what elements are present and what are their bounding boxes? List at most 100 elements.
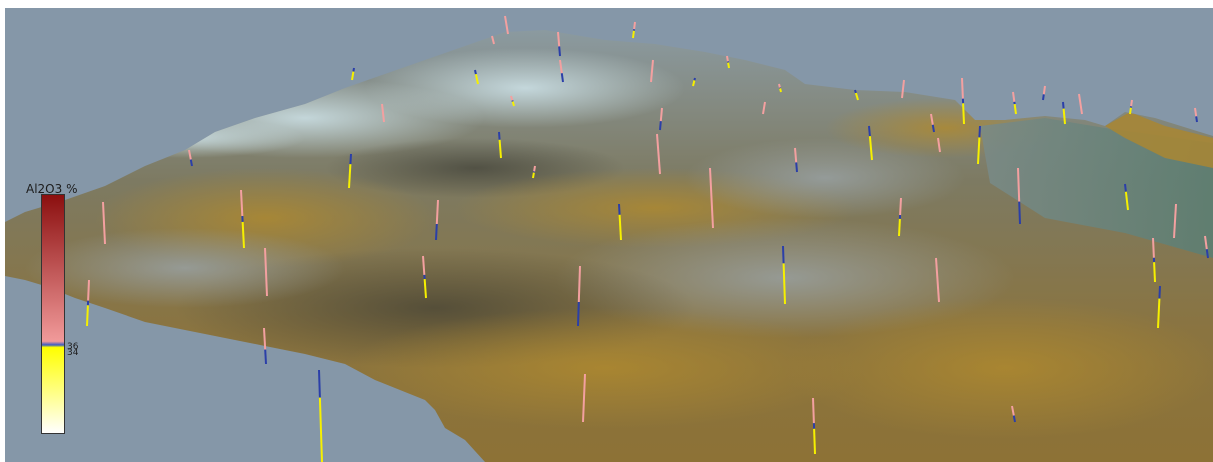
drillhole-segment xyxy=(1195,116,1198,123)
drillhole-marker xyxy=(559,59,564,83)
drillhole-segment xyxy=(1157,298,1161,329)
drillhole-segment xyxy=(533,165,536,172)
drillhole-marker xyxy=(1062,101,1066,125)
drillhole-marker xyxy=(778,83,782,93)
drillhole-segment xyxy=(1173,203,1177,239)
drillhole-marker xyxy=(618,203,622,241)
drillhole-segment xyxy=(1013,103,1017,115)
drillhole-marker xyxy=(422,255,427,299)
drillhole-marker xyxy=(381,103,385,123)
drillhole-segment xyxy=(899,197,902,216)
drillhole-marker xyxy=(498,131,502,159)
drillhole-segment xyxy=(782,263,786,305)
terrain-surface xyxy=(5,30,1213,462)
legend-tick-upper: 36 xyxy=(67,342,79,352)
drillhole-segment xyxy=(1124,183,1127,192)
drillhole-segment xyxy=(778,83,781,88)
drillhole-segment xyxy=(659,121,662,131)
drillhole-segment xyxy=(1018,201,1021,225)
drillhole-segment xyxy=(709,167,714,229)
drillhole-segment xyxy=(349,153,352,165)
drillhole-marker xyxy=(1152,237,1156,283)
terrain-scene[interactable] xyxy=(5,8,1213,462)
drillhole-segment xyxy=(381,103,385,123)
drillhole-marker xyxy=(1017,167,1021,225)
drillhole-marker xyxy=(264,247,268,297)
drillhole-segment xyxy=(577,301,580,327)
legend-title: Al2O3 % xyxy=(26,182,78,196)
drillhole-segment xyxy=(854,92,859,101)
drillhole-segment xyxy=(1129,107,1132,115)
drillhole-segment xyxy=(188,149,192,160)
drillhole-segment xyxy=(348,164,352,189)
drillhole-segment xyxy=(1153,262,1156,283)
drillhole-marker xyxy=(577,265,581,327)
drillhole-segment xyxy=(937,137,941,153)
drillhole-marker xyxy=(937,137,941,153)
drillhole-segment xyxy=(1012,415,1016,423)
drillhole-segment xyxy=(1194,107,1198,117)
drillhole-segment xyxy=(868,125,871,137)
drillhole-segment xyxy=(510,95,514,101)
drillhole-marker xyxy=(504,15,509,35)
drillhole-segment xyxy=(633,21,636,30)
drillhole-marker xyxy=(930,113,935,133)
drillhole-marker xyxy=(650,59,654,83)
drillhole-marker xyxy=(1157,285,1161,329)
drillhole-segment xyxy=(898,218,901,237)
drillhole-marker xyxy=(709,167,714,229)
drillhole-segment xyxy=(557,31,561,47)
drillhole-segment xyxy=(1204,235,1208,250)
drillhole-segment xyxy=(560,73,564,83)
drillhole-segment xyxy=(901,79,905,99)
drillhole-segment xyxy=(474,73,479,85)
drillhole-segment xyxy=(868,136,873,161)
drillhole-segment xyxy=(1017,167,1021,202)
drillhole-segment xyxy=(650,59,654,83)
drillhole-marker xyxy=(1012,91,1017,115)
legend-tick-lower: 34 xyxy=(67,348,79,358)
drillhole-marker xyxy=(435,199,439,241)
drillhole-marker xyxy=(1194,107,1198,123)
drillhole-segment xyxy=(435,223,438,241)
drillhole-marker xyxy=(557,31,561,57)
drillhole-marker xyxy=(86,279,90,327)
drillhole-marker xyxy=(1173,203,1177,239)
drillhole-segment xyxy=(491,35,495,45)
drillhole-segment xyxy=(1011,405,1015,416)
drillhole-segment xyxy=(1062,101,1065,109)
3d-viewport[interactable]: Al2O3 % 36 34 xyxy=(5,8,1213,462)
drillhole-segment xyxy=(659,107,663,122)
drillhole-segment xyxy=(779,88,782,93)
drillholes xyxy=(86,15,1209,462)
drillhole-marker xyxy=(491,35,495,45)
drillhole-segment xyxy=(1152,237,1155,258)
drillhole-segment xyxy=(582,373,586,423)
drillhole-segment xyxy=(351,71,355,81)
drillhole-marker xyxy=(935,257,940,303)
drillhole-segment xyxy=(931,124,935,133)
drillhole-segment xyxy=(1042,85,1046,95)
drillhole-segment xyxy=(241,221,245,249)
drillhole-segment xyxy=(977,137,981,165)
color-scale-bar xyxy=(41,194,65,434)
drillhole-marker xyxy=(961,77,965,125)
drillhole-segment xyxy=(692,80,696,87)
drillhole-marker xyxy=(692,77,696,87)
drillhole-segment xyxy=(511,101,515,107)
drillhole-segment xyxy=(352,67,355,72)
drillhole-marker xyxy=(510,95,515,107)
drillhole-marker xyxy=(318,369,323,462)
drillhole-marker xyxy=(263,327,267,365)
drillhole-segment xyxy=(656,133,661,175)
drillhole-segment xyxy=(727,62,730,69)
drillhole-segment xyxy=(1078,93,1083,115)
drillhole-segment xyxy=(474,69,477,75)
drillhole-segment xyxy=(1124,191,1129,211)
drillhole-marker xyxy=(188,149,193,167)
drillhole-segment xyxy=(1205,249,1209,259)
drillhole-marker xyxy=(656,133,661,175)
drillhole-segment xyxy=(318,397,323,462)
drillhole-marker xyxy=(582,373,586,423)
drillhole-segment xyxy=(1130,99,1133,107)
